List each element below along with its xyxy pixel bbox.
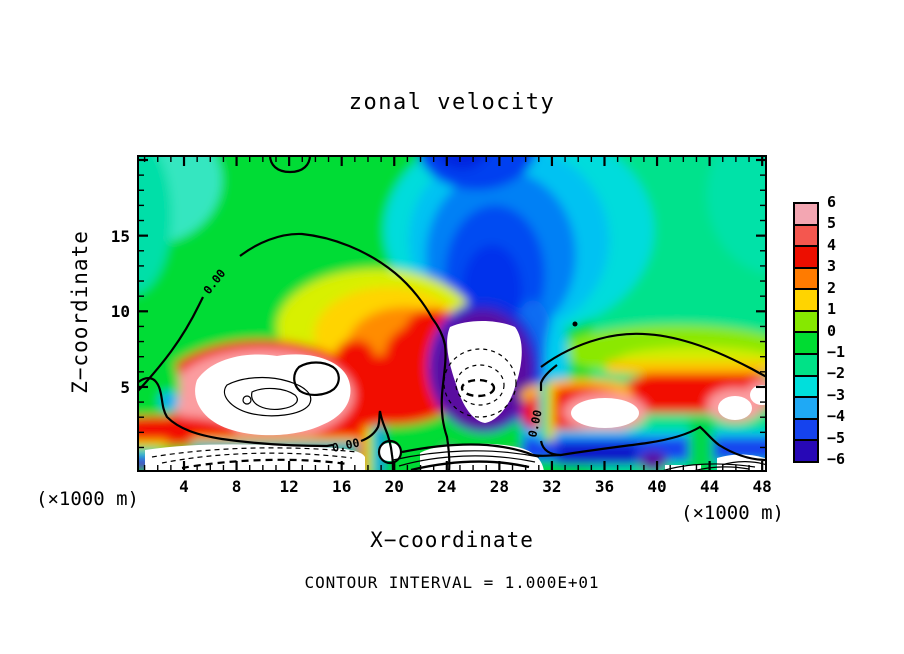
z-tick-label: 15 bbox=[110, 226, 130, 246]
colorbar-cell bbox=[795, 333, 817, 356]
colorbar-level-label: 6 bbox=[827, 193, 837, 211]
colorbar-level-label: −3 bbox=[827, 385, 846, 404]
colorbar bbox=[793, 202, 819, 463]
colorbar-level-label: −2 bbox=[827, 364, 846, 383]
x-axis-tick-labels: 4 8 12 16 20 24 28 32 36 40 44 48 bbox=[137, 477, 772, 499]
colorbar-level-label: 4 bbox=[827, 235, 837, 254]
colorbar-cell bbox=[795, 247, 817, 269]
plot-border bbox=[137, 155, 767, 472]
colorbar-level-label: 2 bbox=[827, 278, 837, 297]
colorbar-cell bbox=[795, 441, 817, 461]
x-tick-label: 16 bbox=[332, 477, 352, 496]
x-tick-label: 28 bbox=[489, 477, 509, 496]
colorbar-cell bbox=[795, 290, 817, 312]
z-tick-label: 5 bbox=[120, 377, 130, 397]
x-axis-label: X−coordinate bbox=[370, 528, 534, 552]
colorbar-cell bbox=[795, 398, 817, 420]
x-axis-unit-right: (×1000 m) bbox=[681, 502, 784, 524]
x-tick-label: 8 bbox=[231, 477, 242, 496]
x-tick-label: 36 bbox=[594, 477, 615, 496]
z-tick-label: 10 bbox=[110, 302, 130, 322]
axis-ticks bbox=[139, 157, 765, 470]
colorbar-level-label: 3 bbox=[827, 257, 837, 276]
x-tick-label: 4 bbox=[179, 477, 189, 496]
contour-interval-note: CONTOUR INTERVAL = 1.000E+01 bbox=[304, 573, 600, 592]
colorbar-cell bbox=[795, 311, 817, 334]
colorbar-cell bbox=[795, 419, 817, 442]
plot-area: 0.00 0.00 0.00 bbox=[72, 100, 847, 495]
colorbar-cell bbox=[795, 204, 817, 226]
colorbar-level-label: −4 bbox=[827, 407, 846, 426]
colorbar-cell bbox=[795, 355, 817, 377]
colorbar-cell bbox=[795, 225, 817, 248]
colorbar-level-label: −5 bbox=[827, 428, 846, 447]
x-tick-label: 20 bbox=[384, 477, 404, 496]
x-tick-label: 24 bbox=[437, 477, 457, 496]
contour-lines bbox=[136, 154, 768, 473]
colorbar-level-label: 5 bbox=[827, 214, 837, 233]
contour-plot: 0.00 0.00 0.00 bbox=[72, 100, 847, 495]
contour-label: 0.00 bbox=[525, 409, 544, 439]
colorbar-cell bbox=[795, 376, 817, 399]
x-tick-label: 32 bbox=[542, 477, 562, 496]
x-axis-unit-left: (×1000 m) bbox=[36, 488, 139, 510]
colorbar-level-label: 0 bbox=[827, 321, 837, 340]
x-tick-label: 40 bbox=[647, 477, 667, 496]
colorbar-level-label: 1 bbox=[827, 300, 837, 319]
colorbar-labels: 6 5 4 3 2 1 0 −1 −2 −3 −4 −5 −6 bbox=[827, 195, 867, 467]
colorbar-level-label: −6 bbox=[827, 450, 846, 469]
x-tick-label: 12 bbox=[279, 477, 299, 496]
page-title: zonal velocity bbox=[348, 90, 556, 115]
x-tick-label: 44 bbox=[699, 477, 720, 496]
z-axis-tick-labels: 5 10 15 bbox=[88, 155, 130, 472]
colorbar-cell bbox=[795, 268, 817, 291]
x-tick-label: 48 bbox=[752, 477, 772, 496]
colorbar-level-label: −1 bbox=[827, 342, 846, 361]
contour-label: 0.00 bbox=[331, 435, 361, 454]
